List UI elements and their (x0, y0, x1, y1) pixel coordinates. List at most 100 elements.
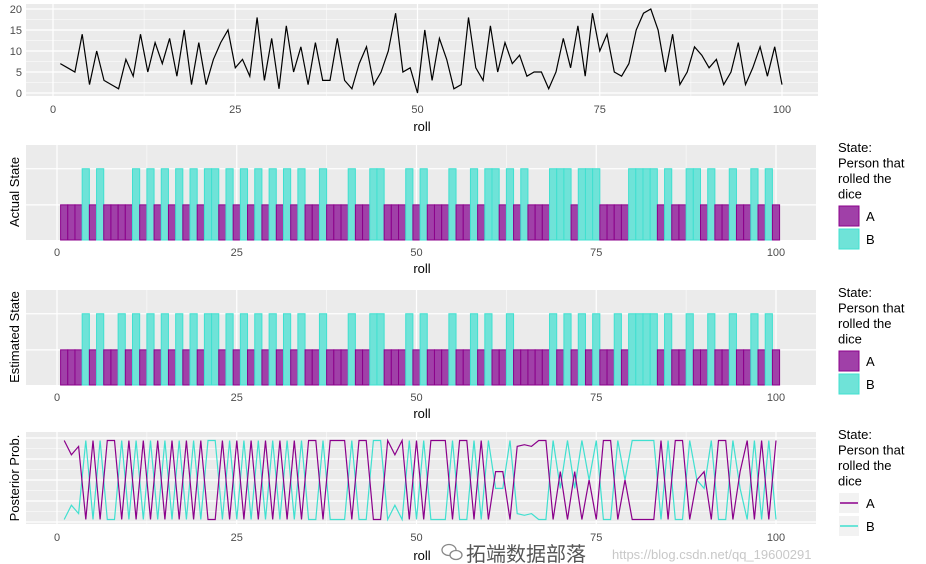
bar-state-A (261, 204, 270, 241)
bar-state-A (771, 204, 781, 241)
x-axis-title: roll (413, 406, 430, 421)
bar-state-A (613, 204, 622, 241)
x-tick-labels: 0 25 50 75 100 (50, 104, 791, 116)
bar-state-B (577, 313, 586, 386)
legend-title: dice (838, 474, 862, 489)
bar-state-A (570, 349, 579, 386)
bar-state-B (117, 313, 126, 386)
bar-state-B (203, 313, 213, 386)
bar-state-A (340, 204, 349, 241)
bar-state-B (254, 313, 263, 386)
y-tick-label: 10 (10, 46, 22, 58)
bar-state-B (131, 168, 141, 241)
bar-state-B (175, 313, 184, 386)
legend-title: Person that (838, 156, 905, 171)
bar-state-A (110, 204, 119, 241)
dice-value-line (60, 8, 783, 94)
bar-state-B (584, 168, 594, 241)
actual-state-panel: 0 25 50 75 100 roll Actual State State:Perso… (7, 140, 905, 276)
bar-state-A (117, 204, 126, 241)
bar-state-B (505, 313, 515, 386)
bar-state-A (247, 204, 256, 241)
bar-state-A (290, 204, 299, 241)
bar-state-A (606, 349, 615, 386)
bar-state-B (405, 168, 414, 241)
legend-swatch-A (838, 350, 860, 372)
bar-state-B (318, 313, 328, 386)
x-tick-label: 25 (229, 104, 241, 116)
bar-state-B (592, 168, 601, 241)
bar-state-A (167, 204, 177, 241)
bar-state-B (635, 168, 644, 241)
bar-state-A (153, 204, 162, 241)
y-axis-title: Posterior Prob. (7, 435, 22, 522)
bar-state-A (340, 349, 349, 386)
bar-state-B (685, 313, 694, 386)
bar-state-B (484, 313, 493, 386)
bar-state-A (74, 204, 83, 241)
bar-state-A (678, 349, 687, 386)
bar-state-A (67, 204, 76, 241)
bar-state-A (700, 204, 709, 241)
bar-state-B (764, 168, 773, 241)
bar-state-B (81, 313, 90, 386)
bar-state-B (282, 168, 292, 241)
bar-state-B (505, 168, 515, 241)
bar-state-B (297, 313, 306, 386)
bar-state-A (477, 204, 486, 241)
bar-state-B (728, 168, 737, 241)
bar-state-A (232, 349, 241, 386)
x-tick-label: 75 (590, 392, 602, 404)
legend-title: Person that (838, 301, 905, 316)
legend-swatch-A (838, 205, 860, 227)
x-tick-label: 75 (594, 104, 606, 116)
bar-state-B (160, 168, 169, 241)
bar-state-B (96, 313, 105, 386)
bar-state-A (534, 349, 543, 386)
x-axis-title: roll (413, 548, 430, 563)
legend-title: rolled the (838, 171, 891, 186)
x-tick-label: 75 (590, 247, 602, 259)
estimated-state-panel: 0 25 50 75 100 roll Estimated State State:Pe… (7, 285, 905, 421)
bar-state-A (491, 349, 500, 386)
bar-state-A (362, 349, 371, 386)
y-tick-labels: 0 5 10 15 20 (10, 4, 22, 100)
bar-state-A (656, 204, 666, 241)
bar-state-A (103, 349, 112, 386)
bar-state-B (239, 313, 249, 386)
bar-state-B (405, 313, 414, 386)
bar-state-B (613, 313, 622, 386)
y-tick-label: 5 (16, 67, 22, 79)
bar-state-A (620, 349, 630, 386)
bar-state-A (541, 349, 551, 386)
bar-state-B (96, 168, 105, 241)
posterior-line-A (63, 438, 777, 521)
bar-state-B (146, 313, 155, 386)
bar-state-A (426, 349, 435, 386)
bar-state-B (649, 313, 658, 386)
bar-state-A (247, 349, 256, 386)
bar-state-A (477, 349, 486, 386)
bar-state-A (599, 204, 608, 241)
bar-state-A (678, 204, 687, 241)
bar-state-A (570, 204, 579, 241)
bar-state-B (642, 313, 651, 386)
bar-state-B (282, 313, 292, 386)
x-tick-label: 100 (773, 104, 791, 116)
bar-state-B (81, 168, 90, 241)
x-tick-label: 0 (54, 392, 60, 404)
bar-state-B (369, 313, 378, 386)
bar-state-A (527, 349, 536, 386)
legend-swatch-B (838, 228, 860, 250)
bar-state-B (728, 313, 737, 386)
x-tick-label: 0 (54, 532, 60, 544)
x-tick-labels: 0 25 50 75 100 (54, 392, 785, 404)
bar-state-B (556, 168, 565, 241)
bar-state-A (527, 204, 536, 241)
bar-state-A (692, 349, 702, 386)
x-tick-label: 0 (54, 247, 60, 259)
bar-state-A (88, 204, 98, 241)
bar-state-A (74, 349, 83, 386)
bar-state-B (268, 168, 277, 241)
